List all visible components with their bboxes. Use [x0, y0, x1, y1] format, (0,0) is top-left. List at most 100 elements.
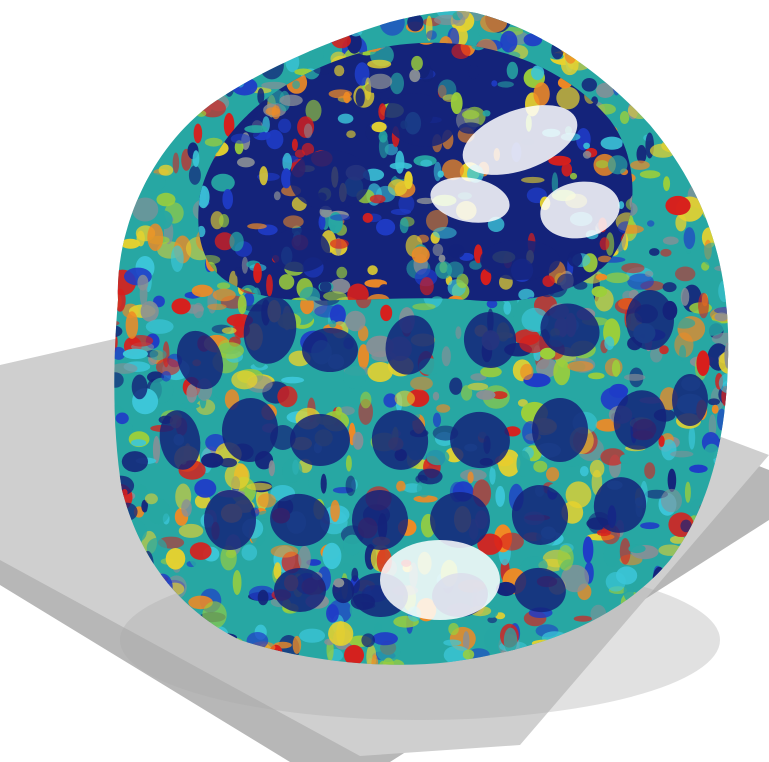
texture-speck — [398, 194, 415, 214]
texture-speck — [376, 218, 396, 236]
texture-speck — [613, 42, 631, 44]
texture-speck — [209, 84, 226, 96]
texture-speck — [122, 177, 141, 191]
texture-speck — [571, 14, 581, 35]
texture-speck — [149, 348, 167, 361]
texture-speck — [719, 108, 729, 126]
texture-speck — [569, 172, 578, 180]
texture-speck — [229, 11, 258, 29]
texture-speck — [138, 95, 156, 122]
texture-speck — [540, 347, 556, 360]
texture-speck — [519, 334, 547, 354]
texture-speck — [659, 11, 669, 25]
texture-speck — [696, 11, 703, 31]
texture-speck — [326, 604, 339, 623]
texture-speck — [482, 110, 491, 117]
texture-speck — [581, 78, 597, 92]
texture-speck — [672, 317, 696, 329]
texture-speck — [186, 384, 197, 403]
inner-holes — [270, 93, 620, 280]
texture-speck — [239, 63, 252, 78]
texture-speck — [372, 632, 398, 646]
texture-speck — [591, 286, 608, 298]
texture-speck — [660, 11, 682, 16]
texture-speck — [628, 544, 646, 554]
texture-speck — [643, 44, 660, 52]
texture-speck — [727, 549, 729, 563]
texture-speck — [468, 64, 480, 80]
lattice-hole — [385, 315, 435, 375]
texture-speck — [281, 376, 305, 384]
texture-speck — [190, 68, 204, 95]
texture-speck — [246, 482, 272, 491]
texture-speck — [358, 11, 381, 17]
texture-speck — [309, 40, 324, 64]
texture-speck — [131, 374, 148, 400]
texture-speck — [624, 373, 646, 381]
texture-speck — [701, 197, 729, 222]
texture-speck — [333, 578, 345, 588]
texture-speck — [661, 488, 682, 513]
texture-speck — [206, 11, 233, 35]
texture-speck — [114, 207, 117, 232]
texture-speck — [165, 22, 174, 39]
lattice-hole — [626, 290, 674, 350]
texture-speck — [127, 142, 154, 166]
texture-speck — [195, 11, 222, 20]
texture-speck — [241, 256, 249, 274]
texture-speck — [147, 223, 164, 252]
texture-speck — [268, 0, 287, 8]
texture-speck — [144, 34, 165, 57]
texture-speck — [346, 27, 356, 34]
texture-speck — [114, 192, 121, 206]
lattice-hole — [159, 410, 201, 470]
texture-speck — [395, 150, 405, 174]
texture-speck — [601, 14, 614, 28]
lattice-hole — [430, 177, 510, 223]
texture-speck — [114, 115, 129, 136]
texture-speck — [659, 345, 669, 355]
texture-speck — [297, 21, 316, 41]
texture-speck — [551, 41, 564, 60]
texture-speck — [482, 0, 493, 8]
texture-speck — [154, 117, 163, 130]
texture-speck — [639, 170, 661, 179]
texture-speck — [665, 195, 691, 216]
texture-speck — [280, 42, 293, 52]
texture-speck — [301, 142, 315, 156]
texture-speck — [595, 273, 608, 281]
texture-speck — [662, 282, 677, 293]
texture-speck — [716, 37, 729, 47]
texture-speck — [298, 545, 311, 571]
texture-speck — [594, 45, 611, 65]
texture-speck — [259, 166, 268, 186]
texture-speck — [591, 51, 614, 62]
texture-speck — [212, 288, 236, 302]
texture-speck — [649, 248, 660, 256]
texture-speck — [720, 88, 729, 112]
texture-speck — [613, 14, 639, 22]
lattice-hole — [270, 493, 330, 547]
texture-speck — [193, 302, 204, 319]
texture-speck — [441, 346, 451, 367]
texture-speck — [396, 480, 406, 492]
texture-speck — [367, 59, 392, 69]
texture-speck — [495, 485, 506, 507]
texture-speck — [241, 544, 258, 561]
texture-speck — [726, 419, 729, 438]
texture-speck — [204, 137, 223, 147]
texture-speck — [236, 46, 246, 70]
texture-speck — [223, 70, 235, 97]
texture-speck — [128, 335, 154, 347]
texture-speck — [704, 59, 723, 86]
texture-speck — [426, 448, 450, 466]
texture-speck — [114, 39, 122, 60]
texture-speck — [559, 34, 569, 53]
texture-speck — [582, 150, 592, 159]
texture-speck — [307, 17, 322, 25]
texture-speck — [467, 471, 474, 484]
texture-speck — [578, 11, 603, 23]
texture-speck — [456, 273, 469, 289]
texture-speck — [533, 460, 548, 473]
texture-speck — [432, 226, 457, 239]
